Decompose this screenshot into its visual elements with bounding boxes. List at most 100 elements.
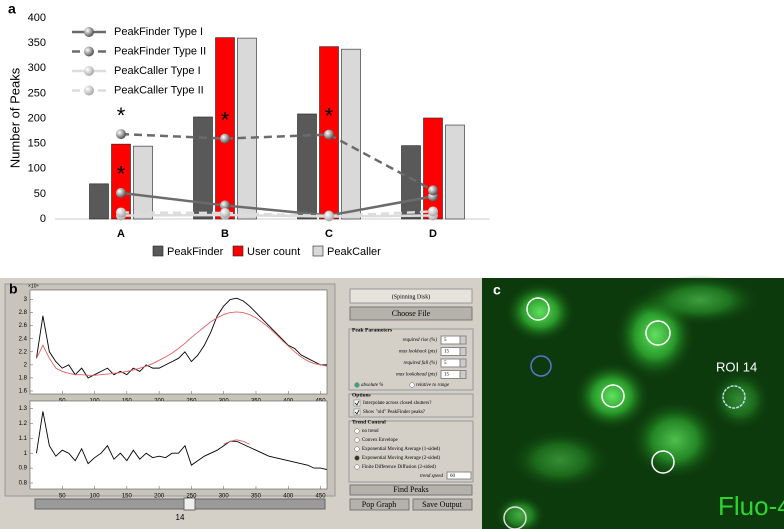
x-tick-label: 100 (90, 494, 101, 500)
point (428, 206, 438, 217)
button-label[interactable]: Choose File (392, 309, 431, 318)
point (324, 129, 334, 140)
y-tick-label: 1.8 (19, 376, 28, 382)
annotation: * (117, 162, 126, 187)
mode-box (349, 288, 473, 304)
slider-thumb[interactable] (183, 497, 196, 511)
y-tick-label: 350 (28, 37, 46, 49)
roi-label: ROI 14 (716, 359, 757, 374)
radio[interactable] (354, 382, 360, 388)
annotation: * (325, 103, 334, 128)
y-tick-label: 50 (34, 188, 46, 200)
legend-point (84, 46, 94, 57)
checkmark (354, 409, 360, 415)
radio[interactable] (354, 455, 360, 461)
y-tick-label: 2.6 (19, 323, 28, 329)
checkbox[interactable] (353, 399, 361, 407)
dropdown-arrow[interactable] (459, 358, 467, 368)
radio[interactable] (354, 437, 360, 443)
panel-label: b (9, 281, 18, 297)
dropdown-value[interactable]: 15 (444, 373, 450, 378)
y-tick-label: 100 (28, 163, 46, 175)
trace (36, 297, 327, 379)
param-label: max lookahead (pts) (396, 373, 437, 378)
x-tick-label: C (325, 228, 333, 240)
legend-swatch (312, 245, 324, 257)
annotation: * (221, 107, 230, 132)
point (116, 187, 126, 198)
button[interactable] (349, 498, 410, 511)
button-label[interactable]: Save Output (422, 500, 463, 509)
point (116, 129, 126, 140)
legend-label: PeakFinder Type I (114, 26, 203, 38)
x-tick-label: 50 (59, 494, 66, 500)
legend-swatch (152, 245, 164, 257)
y-tick-label: 200 (28, 112, 46, 124)
y-axis-label: Number of Peaks (7, 67, 22, 168)
button-label[interactable]: Find Peaks (393, 485, 428, 494)
radio[interactable] (354, 428, 360, 434)
radio-label: Convex Envelope (362, 438, 398, 443)
legend-label: PeakCaller (327, 246, 381, 258)
y-tick-label: 1.2 (19, 421, 28, 427)
micrograph (482, 275, 784, 529)
button-label[interactable]: Pop Graph (362, 500, 396, 509)
trace (223, 439, 250, 445)
point (324, 210, 334, 221)
dye-label: Fluo-4 (718, 491, 784, 521)
chart-b: 1.61.822.22.42.62.8350100150200250300350… (19, 283, 328, 500)
x-tick-label: 400 (283, 494, 294, 500)
button[interactable] (349, 484, 473, 496)
group-title: Options (352, 392, 371, 398)
checkbox[interactable] (353, 408, 361, 416)
y-tick-label: 400 (28, 12, 46, 24)
x-tick-label: 450 (316, 494, 327, 500)
y-tick-label: 2.4 (19, 336, 28, 342)
x-tick-label: 300 (219, 494, 230, 500)
dropdown-value[interactable]: 5 (444, 361, 447, 366)
point (220, 133, 230, 144)
group-box (348, 328, 474, 391)
chart-a: 0 50 100 150 200 250 300 350 400 A B C D PeakFinder Us… (28, 12, 490, 258)
radio-label: Finite Difference Diffusion (2-sided) (362, 465, 436, 470)
dropdown-arrow[interactable] (459, 347, 467, 356)
bar (89, 183, 109, 220)
x-tick-label: 150 (122, 494, 133, 500)
y-tick-label: 250 (28, 87, 46, 99)
dropdown[interactable] (446, 471, 472, 480)
param-label: required fall (%) (403, 361, 437, 366)
point (116, 207, 126, 218)
dropdown-value[interactable]: 5 (444, 338, 447, 343)
slider-track[interactable] (34, 498, 326, 510)
line (120, 213, 434, 218)
radio[interactable] (409, 382, 415, 388)
legend-point (84, 27, 94, 37)
x-tick-label: 350 (251, 494, 262, 500)
x-tick-label: B (221, 228, 229, 240)
bar (423, 117, 443, 220)
dropdown-arrow[interactable] (459, 335, 467, 345)
x-tick-label: A (117, 228, 125, 240)
dropdown-arrow[interactable] (459, 370, 467, 379)
point (220, 207, 230, 218)
button[interactable] (412, 498, 473, 511)
dropdown-value[interactable]: 60 (450, 474, 456, 479)
radio-label: Exponential Moving Average (2-sided) (362, 456, 440, 461)
radio[interactable] (354, 464, 360, 470)
param-label: max lookback (pts) (399, 350, 437, 355)
x-tick-label: 200 (154, 494, 165, 500)
point (220, 200, 230, 211)
dropdown-value[interactable]: 15 (444, 350, 450, 355)
bar (401, 145, 421, 220)
bar (341, 48, 361, 220)
annotation: * (117, 103, 126, 128)
y-tick-label: 150 (28, 138, 46, 150)
button[interactable] (349, 306, 473, 321)
radio[interactable] (354, 446, 360, 452)
radio-label: Exponential Moving Average (1-sided) (362, 447, 440, 452)
trace (36, 311, 328, 376)
axis-multiplier: ×10⁴ (28, 283, 39, 289)
bar (193, 116, 213, 220)
